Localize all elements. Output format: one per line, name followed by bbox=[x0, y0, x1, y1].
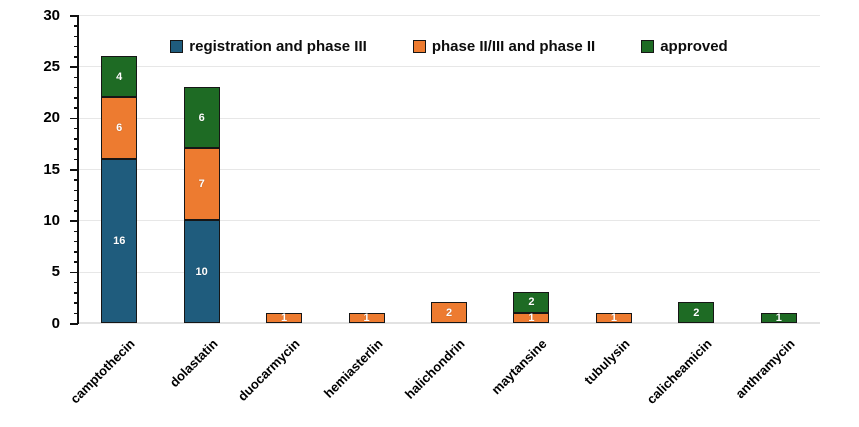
major-tick bbox=[70, 15, 78, 17]
minor-tick bbox=[74, 240, 78, 243]
segment-value-label: 2 bbox=[693, 306, 700, 319]
minor-tick bbox=[74, 148, 78, 150]
gridline bbox=[78, 15, 820, 16]
gridline bbox=[78, 271, 820, 273]
minor-tick bbox=[74, 251, 78, 253]
minor-tick bbox=[74, 158, 78, 161]
y-tick-label: 15 bbox=[43, 160, 60, 178]
minor-tick bbox=[74, 302, 78, 304]
bar-halichondrin: 2 bbox=[431, 302, 467, 323]
segment-camptothecin-series1: 6 bbox=[101, 97, 138, 159]
major-tick bbox=[70, 66, 78, 68]
legend: registration and phase III phase II/III a… bbox=[78, 38, 820, 55]
major-tick bbox=[70, 323, 78, 325]
major-tick bbox=[70, 220, 78, 222]
major-tick bbox=[70, 117, 78, 120]
minor-tick bbox=[74, 127, 78, 130]
minor-tick bbox=[74, 210, 78, 212]
segment-value-label: 6 bbox=[198, 111, 205, 124]
gridline bbox=[78, 169, 820, 170]
minor-tick bbox=[74, 281, 78, 284]
bar-camptothecin: 4 6 16 bbox=[101, 56, 138, 323]
y-tick-label: 5 bbox=[51, 263, 60, 281]
minor-tick bbox=[74, 189, 78, 192]
segment-value-label: 2 bbox=[528, 296, 535, 309]
bar-dolastatin: 6 7 10 bbox=[183, 86, 220, 323]
segment-value-label: 1 bbox=[775, 311, 782, 324]
major-tick bbox=[70, 169, 78, 171]
segment-hemiasterlin-series1: 1 bbox=[348, 311, 385, 324]
segment-value-label: 10 bbox=[195, 265, 208, 278]
legend-swatch-icon bbox=[412, 40, 426, 53]
segment-value-label: 1 bbox=[363, 311, 370, 324]
legend-label: phase II/III and phase II bbox=[431, 38, 596, 55]
minor-tick bbox=[74, 97, 78, 99]
segment-maytansine-series1: 1 bbox=[513, 311, 550, 324]
minor-tick bbox=[74, 45, 78, 48]
segment-value-label: 16 bbox=[113, 234, 126, 247]
segment-value-label: 6 bbox=[116, 121, 123, 134]
y-tick-label: 0 bbox=[51, 314, 60, 332]
bar-hemiasterlin: 1 bbox=[348, 311, 385, 324]
bar-tubulysin: 1 bbox=[595, 311, 632, 324]
y-tick-label: 25 bbox=[43, 57, 60, 75]
minor-tick bbox=[74, 230, 78, 233]
segment-value-label: 1 bbox=[281, 311, 288, 324]
y-axis-line bbox=[77, 15, 79, 324]
gridline bbox=[78, 220, 820, 222]
segment-camptothecin-series2: 4 bbox=[101, 56, 138, 98]
legend-item-0: registration and phase III bbox=[170, 38, 367, 55]
x-tick-label-camptothecin: camptothecin bbox=[67, 336, 138, 407]
segment-maytansine-series2: 2 bbox=[513, 292, 550, 313]
segment-dolastatin-series0: 10 bbox=[183, 220, 220, 323]
segment-value-label: 2 bbox=[445, 306, 453, 319]
segment-dolastatin-series2: 6 bbox=[183, 86, 220, 149]
minor-tick bbox=[74, 138, 78, 140]
minor-tick bbox=[74, 25, 78, 27]
segment-camptothecin-series0: 16 bbox=[101, 158, 138, 323]
legend-label: approved bbox=[660, 38, 728, 55]
segment-value-label: 4 bbox=[116, 70, 123, 83]
major-tick bbox=[70, 271, 78, 274]
minor-tick bbox=[74, 107, 78, 109]
legend-item-1: phase II/III and phase II bbox=[412, 38, 596, 55]
minor-tick bbox=[74, 35, 78, 38]
minor-tick bbox=[74, 199, 78, 202]
segment-value-label: 1 bbox=[610, 311, 617, 324]
legend-swatch-icon bbox=[641, 40, 655, 53]
gridline bbox=[78, 66, 820, 68]
legend-swatch-icon bbox=[170, 40, 184, 53]
x-axis-line bbox=[78, 322, 820, 324]
segment-anthramycin-series2: 1 bbox=[760, 311, 797, 324]
minor-tick bbox=[74, 312, 78, 315]
bar-anthramycin: 1 bbox=[760, 311, 797, 324]
segment-tubulysin-series1: 1 bbox=[595, 311, 632, 324]
y-tick-label: 10 bbox=[43, 211, 60, 229]
gridline bbox=[78, 117, 820, 119]
minor-tick bbox=[74, 179, 78, 181]
bar-calicheamicin: 2 bbox=[678, 302, 715, 323]
segment-halichondrin-series1: 2 bbox=[431, 302, 467, 323]
legend-item-2: approved bbox=[641, 38, 728, 55]
segment-duocarmycin-series1: 1 bbox=[266, 311, 303, 324]
segment-value-label: 7 bbox=[198, 178, 205, 191]
y-tick-label: 30 bbox=[43, 6, 60, 24]
plot-area: 4 6 16 6 7 10 1 1 2 2 1 1 2 1 bbox=[77, 15, 820, 324]
y-tick-label: 20 bbox=[43, 109, 60, 127]
segment-dolastatin-series1: 7 bbox=[183, 148, 220, 221]
legend-label: registration and phase III bbox=[189, 38, 367, 55]
minor-tick bbox=[74, 56, 78, 58]
segment-calicheamicin-series2: 2 bbox=[678, 302, 715, 323]
minor-tick bbox=[74, 86, 78, 89]
minor-tick bbox=[74, 292, 78, 294]
minor-tick bbox=[74, 261, 78, 263]
minor-tick bbox=[74, 76, 78, 79]
segment-value-label: 1 bbox=[528, 311, 535, 324]
bar-duocarmycin: 1 bbox=[266, 311, 303, 324]
